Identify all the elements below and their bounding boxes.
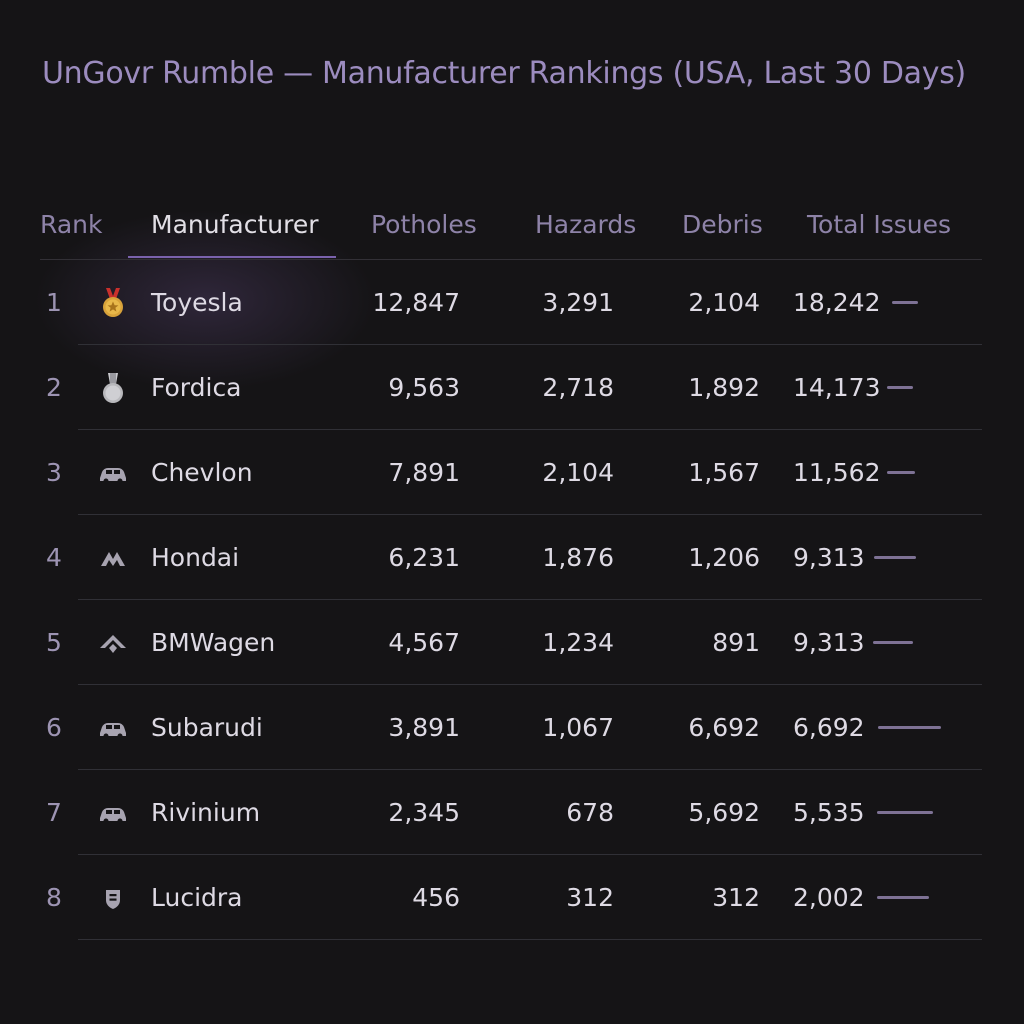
header-divider xyxy=(40,259,982,260)
trend-sparkline xyxy=(874,556,916,559)
rank-cell: 5 xyxy=(46,628,62,657)
column-header-total-issues[interactable]: Total Issues xyxy=(807,210,952,239)
trend-sparkline xyxy=(877,896,929,899)
potholes-cell: 4,567 xyxy=(388,628,460,657)
column-header-hazards[interactable]: Hazards xyxy=(535,210,637,239)
debris-cell: 1,567 xyxy=(688,458,760,487)
hazards-cell: 2,104 xyxy=(542,458,614,487)
rank-cell: 7 xyxy=(46,798,62,827)
rank-cell: 6 xyxy=(46,713,62,742)
row-divider xyxy=(78,344,982,345)
column-header-rank[interactable]: Rank xyxy=(40,210,103,239)
manufacturer-name: Subarudi xyxy=(151,713,263,742)
column-header-manufacturer[interactable]: Manufacturer xyxy=(151,210,319,239)
manufacturer-name: Lucidra xyxy=(151,883,243,912)
car-icon xyxy=(96,796,130,830)
debris-cell: 5,692 xyxy=(688,798,760,827)
manufacturer-name: Hondai xyxy=(151,543,240,572)
debris-cell: 1,206 xyxy=(688,543,760,572)
total-issues-cell: 9,313 xyxy=(793,628,865,657)
table-row[interactable]: 3 Chevlon 7,891 2,104 1,567 11,562 xyxy=(0,430,1024,515)
rank-cell: 1 xyxy=(46,288,62,317)
table-row[interactable]: 1 Toyesla 12,847 3,291 2,104 18,242 xyxy=(0,260,1024,345)
row-divider xyxy=(78,684,982,685)
hazards-cell: 1,067 xyxy=(542,713,614,742)
trend-sparkline xyxy=(887,471,915,474)
trend-sparkline xyxy=(877,811,933,814)
row-divider xyxy=(78,514,982,515)
manufacturer-name: Fordica xyxy=(151,373,242,402)
hazards-cell: 2,718 xyxy=(542,373,614,402)
total-issues-cell: 14,173 xyxy=(793,373,881,402)
total-issues-cell: 2,002 xyxy=(793,883,865,912)
column-header-debris[interactable]: Debris xyxy=(682,210,763,239)
hazards-cell: 3,291 xyxy=(542,288,614,317)
trend-sparkline xyxy=(878,726,941,729)
hazards-cell: 1,876 xyxy=(542,543,614,572)
row-divider xyxy=(78,854,982,855)
potholes-cell: 12,847 xyxy=(372,288,460,317)
rank-cell: 2 xyxy=(46,373,62,402)
car-icon xyxy=(96,711,130,745)
total-issues-cell: 11,562 xyxy=(793,458,881,487)
trend-sparkline xyxy=(873,641,913,644)
manufacturer-name: Rivinium xyxy=(151,798,261,827)
manufacturer-name: BMWagen xyxy=(151,628,276,657)
table-row[interactable]: 8 Lucidra 456 312 312 2,002 xyxy=(0,855,1024,940)
shield-icon xyxy=(96,881,130,915)
total-issues-cell: 5,535 xyxy=(793,798,865,827)
debris-cell: 6,692 xyxy=(688,713,760,742)
potholes-cell: 3,891 xyxy=(388,713,460,742)
potholes-cell: 6,231 xyxy=(388,543,460,572)
rank-cell: 4 xyxy=(46,543,62,572)
debris-cell: 1,892 xyxy=(688,373,760,402)
page-title: UnGovr Rumble — Manufacturer Rankings (U… xyxy=(42,56,966,91)
trend-sparkline xyxy=(892,301,918,304)
table-row[interactable]: 6 Subarudi 3,891 1,067 6,692 6,692 xyxy=(0,685,1024,770)
potholes-cell: 2,345 xyxy=(388,798,460,827)
gold-medal-icon xyxy=(96,286,130,320)
manufacturer-name: Chevlon xyxy=(151,458,253,487)
row-divider xyxy=(78,599,982,600)
rank-cell: 3 xyxy=(46,458,62,487)
manufacturer-name: Toyesla xyxy=(151,288,243,317)
row-divider xyxy=(78,429,982,430)
trend-sparkline xyxy=(887,386,913,389)
total-issues-cell: 9,313 xyxy=(793,543,865,572)
table-row[interactable]: 5 BMWagen 4,567 1,234 891 9,313 xyxy=(0,600,1024,685)
row-divider xyxy=(78,939,982,940)
debris-cell: 891 xyxy=(712,628,760,657)
hazards-cell: 678 xyxy=(566,798,614,827)
potholes-cell: 9,563 xyxy=(388,373,460,402)
active-column-underline xyxy=(128,256,336,258)
potholes-cell: 456 xyxy=(412,883,460,912)
rank-cell: 8 xyxy=(46,883,62,912)
total-issues-cell: 6,692 xyxy=(793,713,865,742)
hazards-cell: 1,234 xyxy=(542,628,614,657)
total-issues-cell: 18,242 xyxy=(793,288,881,317)
table-row[interactable]: 7 Rivinium 2,345 678 5,692 5,535 xyxy=(0,770,1024,855)
column-header-potholes[interactable]: Potholes xyxy=(371,210,477,239)
table-header: Rank Manufacturer Potholes Hazards Debri… xyxy=(0,200,1024,260)
debris-cell: 2,104 xyxy=(688,288,760,317)
row-divider xyxy=(78,769,982,770)
table-row[interactable]: 2 Fordica 9,563 2,718 1,892 14,173 xyxy=(0,345,1024,430)
hazards-cell: 312 xyxy=(566,883,614,912)
debris-cell: 312 xyxy=(712,883,760,912)
potholes-cell: 7,891 xyxy=(388,458,460,487)
table-row[interactable]: 4 Hondai 6,231 1,876 1,206 9,313 xyxy=(0,515,1024,600)
chevron-logo-icon xyxy=(96,541,130,575)
silver-medal-icon xyxy=(96,371,130,405)
arrow-logo-icon xyxy=(96,626,130,660)
car-icon xyxy=(96,456,130,490)
